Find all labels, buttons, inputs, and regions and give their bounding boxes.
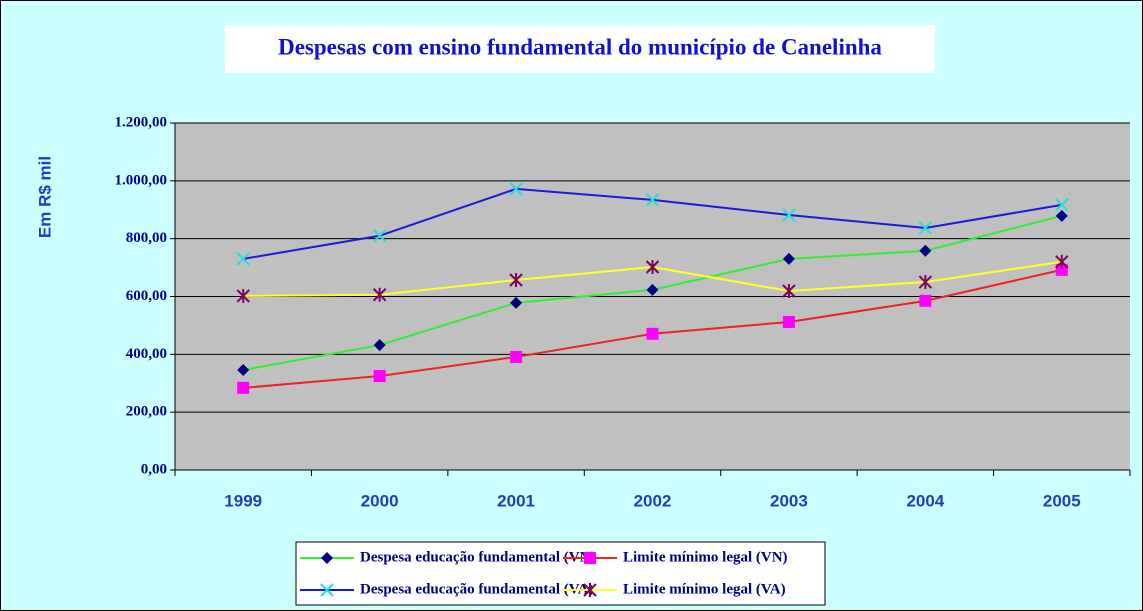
marker [1055, 254, 1069, 269]
marker [372, 229, 387, 243]
marker [918, 221, 933, 235]
y-tick-label: 400,00 [126, 346, 167, 362]
y-tick-label: 1.200,00 [115, 114, 168, 130]
marker [919, 244, 932, 257]
marker-stroke [320, 583, 334, 597]
marker [584, 552, 596, 564]
marker [509, 182, 523, 196]
marker [373, 370, 386, 383]
marker-stroke [372, 229, 387, 243]
marker [646, 283, 659, 296]
marker [583, 583, 597, 597]
legend [295, 541, 826, 606]
marker [373, 339, 386, 352]
marker [782, 208, 796, 222]
marker [1055, 209, 1068, 222]
marker-stroke [918, 221, 933, 235]
marker-stroke [236, 252, 250, 266]
marker [782, 284, 796, 299]
x-tick-label: 1999 [224, 491, 262, 510]
title-box [225, 25, 935, 73]
marker [510, 296, 523, 309]
x-tick-label: 2001 [497, 491, 535, 510]
x-tick-label: 2004 [906, 491, 944, 510]
chart-title: Despesas com ensino fundamental do munic… [278, 34, 882, 59]
y-axis-label: Em R$ mil [35, 156, 54, 238]
legend-label: Despesa educação fundamental (VA) [360, 581, 593, 597]
marker [782, 315, 795, 328]
marker-stroke [1055, 198, 1069, 212]
marker [372, 287, 387, 302]
y-tick-label: 600,00 [126, 288, 167, 304]
marker-stroke [509, 182, 523, 196]
marker [236, 252, 250, 266]
marker [782, 252, 795, 265]
marker [321, 552, 333, 564]
x-tick-label: 2005 [1043, 491, 1081, 510]
marker [509, 273, 523, 288]
marker [646, 327, 659, 340]
marker [919, 294, 932, 307]
marker [1055, 263, 1068, 276]
x-tick-label: 2000 [361, 491, 399, 510]
marker [918, 275, 933, 290]
marker [645, 193, 660, 207]
y-tick-label: 200,00 [126, 404, 167, 420]
marker [645, 260, 660, 275]
y-tick-label: 0,00 [141, 461, 167, 477]
marker [320, 583, 334, 597]
x-tick-label: 2002 [634, 491, 672, 510]
y-tick-label: 800,00 [126, 230, 167, 246]
y-tick-label: 1.000,00 [115, 172, 168, 188]
marker [1055, 198, 1069, 212]
marker-stroke [645, 193, 660, 207]
legend-label: Despesa educação fundamental (VN) [360, 549, 595, 565]
marker [237, 381, 250, 394]
legend-label: Limite mínimo legal (VN) [623, 549, 788, 565]
legend-label: Limite mínimo legal (VA) [623, 581, 786, 597]
marker [236, 288, 250, 303]
marker [237, 363, 250, 376]
marker-stroke [782, 208, 796, 222]
x-tick-label: 2003 [770, 491, 808, 510]
marker [510, 350, 523, 363]
